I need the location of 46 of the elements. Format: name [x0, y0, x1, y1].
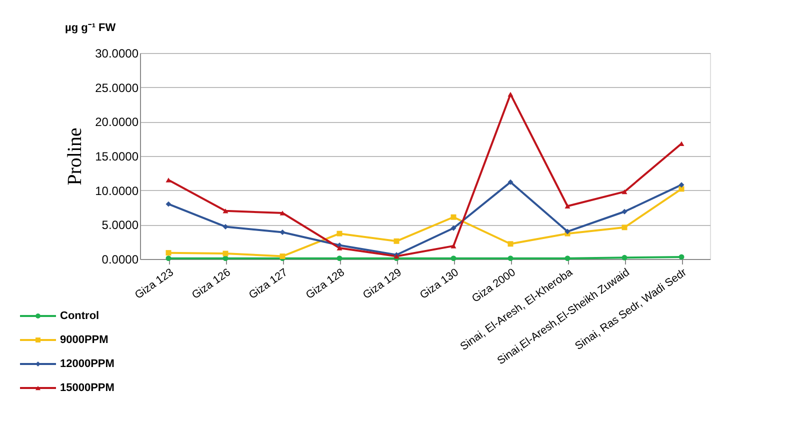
point	[166, 256, 172, 262]
point	[508, 256, 514, 262]
point	[280, 254, 286, 259]
x-tick-label: Giza 123	[132, 266, 176, 302]
x-tick-label: Giza 129	[360, 266, 404, 302]
point	[450, 214, 456, 220]
point	[336, 230, 342, 236]
point	[622, 254, 628, 260]
point	[622, 208, 628, 214]
point	[166, 201, 172, 207]
y-tick-label: 15.0000	[95, 150, 139, 164]
y-tick-label: 25.0000	[95, 80, 139, 95]
x-tick-label: Giza 127	[246, 266, 290, 302]
point	[450, 244, 456, 248]
legend-label: 9000PPM	[60, 334, 108, 346]
point	[450, 225, 456, 231]
legend-label: 12000PPM	[60, 358, 114, 370]
legend-label: Control	[60, 310, 100, 322]
y-tick-label: 5.0000	[102, 218, 139, 232]
point	[222, 208, 228, 214]
point	[622, 189, 628, 194]
text: µg g⁻¹ FW	[65, 22, 116, 34]
point	[508, 179, 514, 185]
point	[166, 250, 172, 256]
y-tick-label: 30.0000	[95, 46, 139, 60]
point	[508, 241, 514, 247]
y-tick-label: 20.0000	[95, 115, 139, 130]
point	[336, 256, 342, 262]
x-tick-label: Giza 126	[190, 266, 233, 302]
point	[166, 178, 172, 182]
point	[394, 238, 400, 244]
point	[678, 182, 684, 188]
y-axis-title: Proline	[64, 127, 86, 186]
point	[336, 246, 342, 250]
point	[508, 92, 514, 97]
point	[678, 254, 684, 260]
y-tick-label: 10.0000	[95, 184, 139, 198]
point	[450, 256, 456, 262]
point	[564, 256, 570, 262]
point	[564, 204, 570, 208]
point	[622, 224, 628, 230]
y-tick-label: 0.0000	[102, 252, 139, 266]
point	[222, 256, 228, 262]
legend-label: 15000PPM	[60, 382, 114, 394]
x-tick-label: Giza 128	[304, 266, 347, 302]
x-tick-label: Giza 130	[418, 266, 461, 302]
